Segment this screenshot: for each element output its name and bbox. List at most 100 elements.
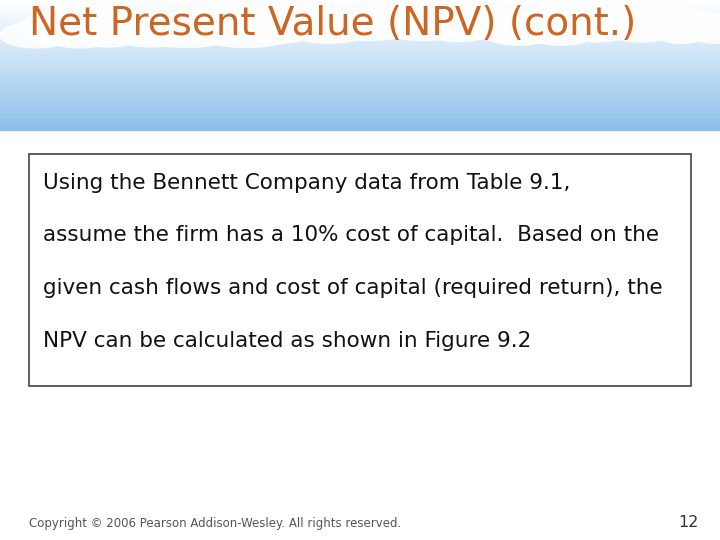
Bar — [0, 37, 720, 38]
Bar — [0, 48, 720, 49]
Ellipse shape — [504, 9, 576, 35]
Bar — [0, 91, 720, 92]
Bar — [0, 6, 720, 8]
Bar — [0, 13, 720, 14]
Bar — [0, 104, 720, 105]
Bar — [0, 41, 720, 42]
Ellipse shape — [94, 20, 166, 45]
Ellipse shape — [24, 12, 111, 42]
Bar — [0, 8, 720, 9]
Bar — [0, 114, 720, 116]
Bar — [0, 63, 720, 64]
Bar — [0, 23, 720, 24]
Bar — [0, 19, 720, 21]
Bar — [0, 60, 720, 62]
Bar — [0, 2, 720, 3]
Text: Copyright © 2006 Pearson Addison-Wesley. All rights reserved.: Copyright © 2006 Pearson Addison-Wesley.… — [29, 517, 401, 530]
Ellipse shape — [687, 21, 720, 43]
Bar — [0, 40, 720, 41]
Bar — [0, 68, 720, 69]
Bar — [0, 24, 720, 25]
Ellipse shape — [419, 16, 498, 42]
Bar — [0, 123, 720, 124]
Bar — [0, 106, 720, 107]
Bar — [0, 73, 720, 75]
Bar — [0, 52, 720, 53]
Bar — [0, 107, 720, 108]
Ellipse shape — [166, 6, 266, 36]
Bar — [0, 58, 720, 59]
Bar — [0, 81, 720, 82]
Bar — [0, 72, 720, 73]
Bar — [0, 93, 720, 94]
Bar — [0, 112, 720, 113]
Bar — [0, 90, 720, 91]
Bar — [0, 127, 720, 129]
Ellipse shape — [605, 14, 677, 40]
Bar — [0, 1, 720, 2]
Bar — [0, 56, 720, 57]
Bar — [0, 103, 720, 104]
Bar — [0, 9, 720, 10]
Bar — [0, 42, 720, 43]
Text: Using the Bennett Company data from Table 9.1,: Using the Bennett Company data from Tabl… — [43, 173, 570, 193]
Bar — [0, 38, 720, 39]
Ellipse shape — [50, 10, 137, 39]
Bar — [0, 44, 720, 45]
Bar — [0, 83, 720, 84]
Bar — [0, 102, 720, 103]
Bar — [0, 122, 720, 123]
Ellipse shape — [0, 22, 72, 48]
Ellipse shape — [652, 21, 710, 43]
Bar — [0, 82, 720, 83]
Ellipse shape — [507, 11, 593, 39]
Bar — [0, 87, 720, 89]
Bar — [0, 28, 720, 29]
Text: NPV can be calculated as shown in Figure 9.2: NPV can be calculated as shown in Figure… — [43, 330, 531, 351]
Bar — [0, 26, 720, 27]
FancyBboxPatch shape — [29, 154, 691, 386]
Bar — [0, 43, 720, 44]
Bar — [0, 84, 720, 85]
Bar — [0, 70, 720, 71]
Bar — [0, 39, 720, 40]
Bar — [0, 29, 720, 30]
Ellipse shape — [670, 11, 720, 34]
Bar — [0, 80, 720, 81]
Bar — [0, 113, 720, 114]
Ellipse shape — [648, 14, 720, 40]
Bar — [0, 15, 720, 16]
Ellipse shape — [467, 16, 546, 42]
Bar — [0, 110, 720, 111]
Bar — [0, 71, 720, 72]
Bar — [0, 21, 720, 22]
Bar — [0, 59, 720, 60]
Bar — [0, 111, 720, 112]
Bar — [0, 98, 720, 99]
Ellipse shape — [392, 0, 486, 25]
Ellipse shape — [135, 18, 236, 48]
Ellipse shape — [559, 11, 645, 39]
Bar — [0, 10, 720, 11]
Text: assume the firm has a 10% cost of capital.  Based on the: assume the firm has a 10% cost of capita… — [43, 226, 660, 246]
Bar — [0, 100, 720, 102]
Ellipse shape — [259, 5, 346, 32]
Ellipse shape — [239, 9, 340, 40]
Ellipse shape — [670, 18, 720, 41]
Bar — [0, 96, 720, 97]
Ellipse shape — [605, 17, 677, 42]
Bar — [0, 46, 720, 48]
Ellipse shape — [504, 17, 576, 43]
Bar — [0, 118, 720, 119]
Ellipse shape — [443, 5, 522, 31]
Bar — [0, 50, 720, 51]
Bar — [0, 30, 720, 31]
Bar — [0, 49, 720, 50]
Bar — [0, 120, 720, 121]
Ellipse shape — [179, 9, 279, 40]
Bar — [0, 129, 720, 130]
Bar — [0, 54, 720, 55]
Text: Net Present Value (NPV) (cont.): Net Present Value (NPV) (cont.) — [29, 5, 636, 43]
Ellipse shape — [533, 0, 619, 28]
Ellipse shape — [562, 17, 634, 42]
